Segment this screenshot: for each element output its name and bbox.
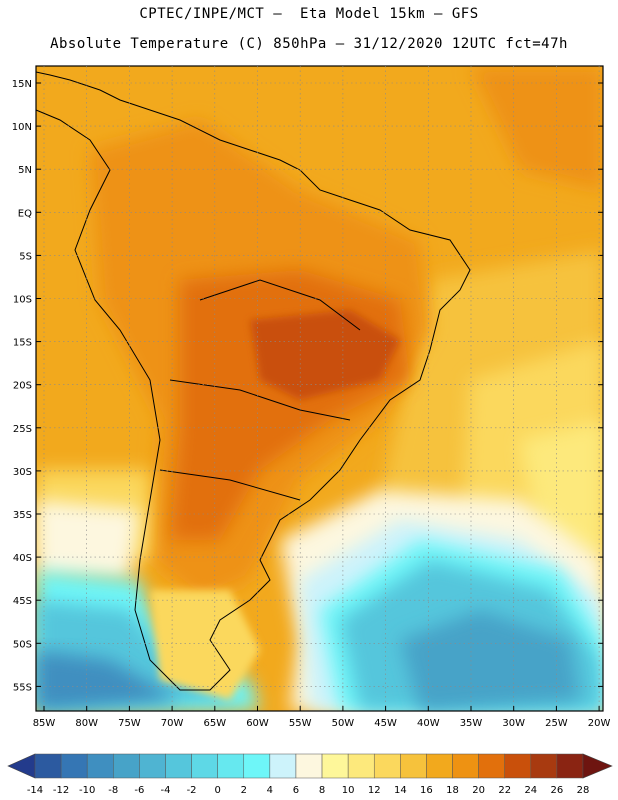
colorbar-label: 22 xyxy=(498,785,511,796)
title-line-2: Absolute Temperature (C) 850hPa – 31/12/… xyxy=(50,36,568,52)
lon-label: 50W xyxy=(332,718,355,729)
lat-label: 45S xyxy=(13,596,32,607)
colorbar-swatch xyxy=(347,753,375,779)
lon-label: 45W xyxy=(374,718,397,729)
latitude-labels: 15N 10N 5N EQ 5S 10S 15S 20S 25S 30S 35S 40S 45S 50S 5… xyxy=(12,79,32,693)
colorbar-swatch xyxy=(452,753,479,779)
lat-label: EQ xyxy=(18,208,32,219)
colorbar-swatch xyxy=(191,753,218,779)
colorbar-label: 26 xyxy=(551,785,564,796)
colorbar-swatch xyxy=(60,753,88,779)
lat-label: 25S xyxy=(13,424,32,435)
colorbar-label: 12 xyxy=(368,785,381,796)
colorbar-swatch xyxy=(400,753,427,779)
lon-label: 75W xyxy=(118,718,141,729)
lon-label: 30W xyxy=(502,718,525,729)
colorbar-label: -10 xyxy=(79,785,95,796)
colorbar-arrow-low xyxy=(7,753,36,779)
colorbar-label: 2 xyxy=(241,785,247,796)
colorbar-swatch xyxy=(556,753,584,779)
lon-label: 40W xyxy=(417,718,440,729)
colorbar-label: 10 xyxy=(342,785,355,796)
colorbar-swatch xyxy=(217,753,245,779)
lat-label: 20S xyxy=(13,381,32,392)
colorbar-label: 14 xyxy=(394,785,407,796)
colorbar-swatch xyxy=(321,753,349,779)
colorbar: -14 -12 -10 -8 -6 -4 -2 0 2 4 6 8 10 12 14 16 18 20 22 24 26… xyxy=(7,753,613,796)
colorbar-swatch xyxy=(139,753,166,779)
colorbar-label: -2 xyxy=(187,785,197,796)
colorbar-label: -14 xyxy=(27,785,43,796)
colorbar-label: 4 xyxy=(267,785,273,796)
colorbar-swatch xyxy=(34,753,62,779)
lat-label: 10S xyxy=(13,295,32,306)
lat-label: 40S xyxy=(13,553,32,564)
lon-label: 35W xyxy=(460,718,483,729)
colorbar-label: -4 xyxy=(160,785,170,796)
colorbar-label: 24 xyxy=(524,785,537,796)
colorbar-label: -12 xyxy=(53,785,69,796)
colorbar-label: 8 xyxy=(319,785,325,796)
lon-label: 20W xyxy=(588,718,611,729)
lat-label: 15N xyxy=(12,79,32,90)
lat-label: 55S xyxy=(13,682,32,693)
colorbar-swatch xyxy=(504,753,532,779)
colorbar-label: -6 xyxy=(134,785,144,796)
coastlines xyxy=(35,71,471,691)
colorbar-swatch xyxy=(165,753,192,779)
map-frame xyxy=(35,65,604,712)
lon-label: 55W xyxy=(289,718,312,729)
lat-label: 5S xyxy=(19,251,32,262)
colorbar-swatch xyxy=(426,753,453,779)
lat-label: 35S xyxy=(13,510,32,521)
graticule xyxy=(36,66,603,711)
lat-label: 5N xyxy=(18,165,32,176)
lon-label: 80W xyxy=(75,718,98,729)
lon-label: 85W xyxy=(33,718,56,729)
lat-label: 15S xyxy=(13,338,32,349)
colorbar-swatch xyxy=(113,753,140,779)
colorbar-swatch xyxy=(86,753,114,779)
colorbar-swatch xyxy=(530,753,558,779)
colorbar-swatch xyxy=(373,753,401,779)
lat-label: 50S xyxy=(13,639,32,650)
lat-label: 30S xyxy=(13,467,32,478)
lon-label: 65W xyxy=(203,718,226,729)
colorbar-swatch xyxy=(243,753,271,779)
temperature-field xyxy=(36,66,603,711)
lat-label: 10N xyxy=(12,122,32,133)
colorbar-label: -8 xyxy=(108,785,118,796)
title-line-1: CPTEC/INPE/MCT – Eta Model 15km – GFS xyxy=(139,6,479,22)
lon-label: 70W xyxy=(161,718,184,729)
colorbar-label: 6 xyxy=(293,785,299,796)
colorbar-swatch xyxy=(269,753,297,779)
lon-label: 60W xyxy=(246,718,269,729)
longitude-labels: 85W 80W 75W 70W 65W 60W 55W 50W 45W 40W 35W 30W 25W 2… xyxy=(33,718,611,729)
colorbar-swatch xyxy=(295,753,323,779)
colorbar-label: 16 xyxy=(420,785,433,796)
colorbar-label: 0 xyxy=(214,785,220,796)
colorbar-arrow-high xyxy=(582,753,613,779)
colorbar-label: 20 xyxy=(472,785,485,796)
colorbar-label: 18 xyxy=(446,785,459,796)
lon-label: 25W xyxy=(545,718,568,729)
colorbar-label: 28 xyxy=(577,785,590,796)
colorbar-swatch xyxy=(478,753,505,779)
